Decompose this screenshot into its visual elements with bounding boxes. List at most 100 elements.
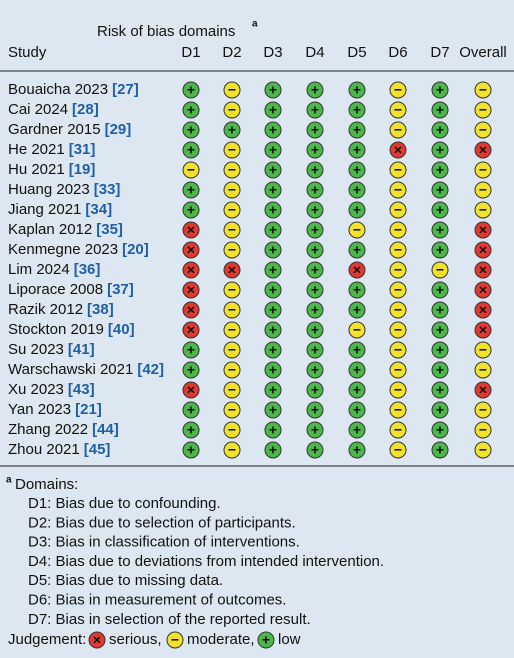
judgement-symbol: + <box>436 242 444 258</box>
study-name: Huang 2023 <box>8 181 90 198</box>
judgement-icon <box>474 281 492 299</box>
judgement-icon <box>223 361 241 379</box>
judgement-icon <box>223 121 241 139</box>
judgement-symbol: − <box>479 82 487 98</box>
judgement-symbol: + <box>269 122 277 138</box>
judgement-symbol: − <box>479 182 487 198</box>
judgement-icon <box>182 201 200 219</box>
judgement-symbol: + <box>436 362 444 378</box>
judgement-symbol: − <box>228 422 236 438</box>
judgement-symbol: + <box>436 202 444 218</box>
judgement-symbol: + <box>436 102 444 118</box>
judgement-symbol: + <box>269 202 277 218</box>
judgement-icon <box>182 341 200 359</box>
judgement-icon <box>474 441 492 459</box>
judgement-symbol: − <box>479 202 487 218</box>
judgement-symbol: − <box>228 402 236 418</box>
judgement-symbol: + <box>353 342 361 358</box>
judgement-icon <box>348 161 366 179</box>
judgement-symbol: − <box>228 82 236 98</box>
study-name: Jiang 2021 <box>8 201 81 218</box>
judgement-icon <box>306 221 324 239</box>
judgement-icon <box>431 361 449 379</box>
judgement-icon <box>223 441 241 459</box>
judgement-icon <box>431 281 449 299</box>
study-ref: [31] <box>69 141 96 158</box>
judgement-symbol: − <box>394 242 402 258</box>
judgement-symbol: + <box>436 162 444 178</box>
judgement-symbol: + <box>311 202 319 218</box>
judgement-symbol: + <box>311 342 319 358</box>
judgement-symbol: + <box>269 262 277 278</box>
judgement-symbol: × <box>479 322 487 338</box>
judgement-icon <box>264 81 282 99</box>
judgement-icon <box>348 181 366 199</box>
judgement-symbol: + <box>436 282 444 298</box>
judgement-icon <box>182 241 200 259</box>
study-cell: Yan 2023 [21] <box>8 401 102 418</box>
judgement-symbol: + <box>269 282 277 298</box>
judgement-symbol: − <box>479 342 487 358</box>
judgement-symbol: − <box>228 202 236 218</box>
study-cell: Kenmegne 2023 [20] <box>8 241 149 258</box>
study-ref: [44] <box>92 421 119 438</box>
study-ref: [33] <box>94 181 121 198</box>
column-header: D7 <box>430 44 449 61</box>
judgement-icon <box>389 441 407 459</box>
study-ref: [36] <box>74 261 101 278</box>
judgement-symbol: − <box>394 342 402 358</box>
judgement-icon <box>348 101 366 119</box>
judgement-symbol: + <box>311 142 319 158</box>
judgement-icon <box>306 381 324 399</box>
study-name: Warschawski 2021 <box>8 361 133 378</box>
judgement-icon <box>348 241 366 259</box>
study-name: Zhang 2022 <box>8 421 88 438</box>
judgement-symbol: + <box>353 362 361 378</box>
judgement-icon <box>223 161 241 179</box>
study-name: Xu 2023 <box>8 381 64 398</box>
judgement-symbol: − <box>228 302 236 318</box>
judgement-icon <box>182 381 200 399</box>
judgement-symbol: − <box>479 442 487 458</box>
study-cell: Huang 2023 [33] <box>8 181 120 198</box>
judgement-symbol: + <box>436 322 444 338</box>
judgement-icon <box>264 241 282 259</box>
study-name: Stockton 2019 <box>8 321 104 338</box>
judgement-icon <box>306 361 324 379</box>
judgement-icon <box>389 421 407 439</box>
judgement-symbol: + <box>187 122 195 138</box>
column-header: D6 <box>388 44 407 61</box>
judgement-symbol: + <box>269 162 277 178</box>
judgement-icon <box>474 201 492 219</box>
judgement-icon <box>264 361 282 379</box>
study-cell: Cai 2024 [28] <box>8 101 99 118</box>
judgement-icon <box>431 341 449 359</box>
judgement-symbol: + <box>187 82 195 98</box>
judgement-symbol: − <box>479 402 487 418</box>
judgement-icon <box>474 341 492 359</box>
judgement-symbol: − <box>394 362 402 378</box>
judgement-symbol: × <box>479 282 487 298</box>
judgement-symbol: + <box>353 302 361 318</box>
domain-definition: D6: Bias in measurement of outcomes. <box>28 591 286 608</box>
judgement-icon <box>182 141 200 159</box>
judgement-symbol: − <box>228 142 236 158</box>
judgement-icon <box>474 101 492 119</box>
judgement-symbol: + <box>311 362 319 378</box>
study-ref: [20] <box>122 241 149 258</box>
judgement-icon <box>182 421 200 439</box>
judgement-icon <box>431 241 449 259</box>
judgement-symbol: × <box>187 242 195 258</box>
study-ref: [43] <box>68 381 95 398</box>
judgement-icon <box>264 121 282 139</box>
domain-definition: D2: Bias due to selection of participant… <box>28 514 296 531</box>
study-ref: [38] <box>87 301 114 318</box>
footnote-title: Domains: <box>15 476 78 493</box>
judgement-symbol: − <box>394 302 402 318</box>
judgement-symbol: − <box>479 122 487 138</box>
judgement-icon <box>348 421 366 439</box>
judgement-symbol: − <box>228 282 236 298</box>
judgement-icon <box>306 161 324 179</box>
judgement-icon <box>389 181 407 199</box>
domain-definition: D7: Bias in selection of the reported re… <box>28 611 311 628</box>
